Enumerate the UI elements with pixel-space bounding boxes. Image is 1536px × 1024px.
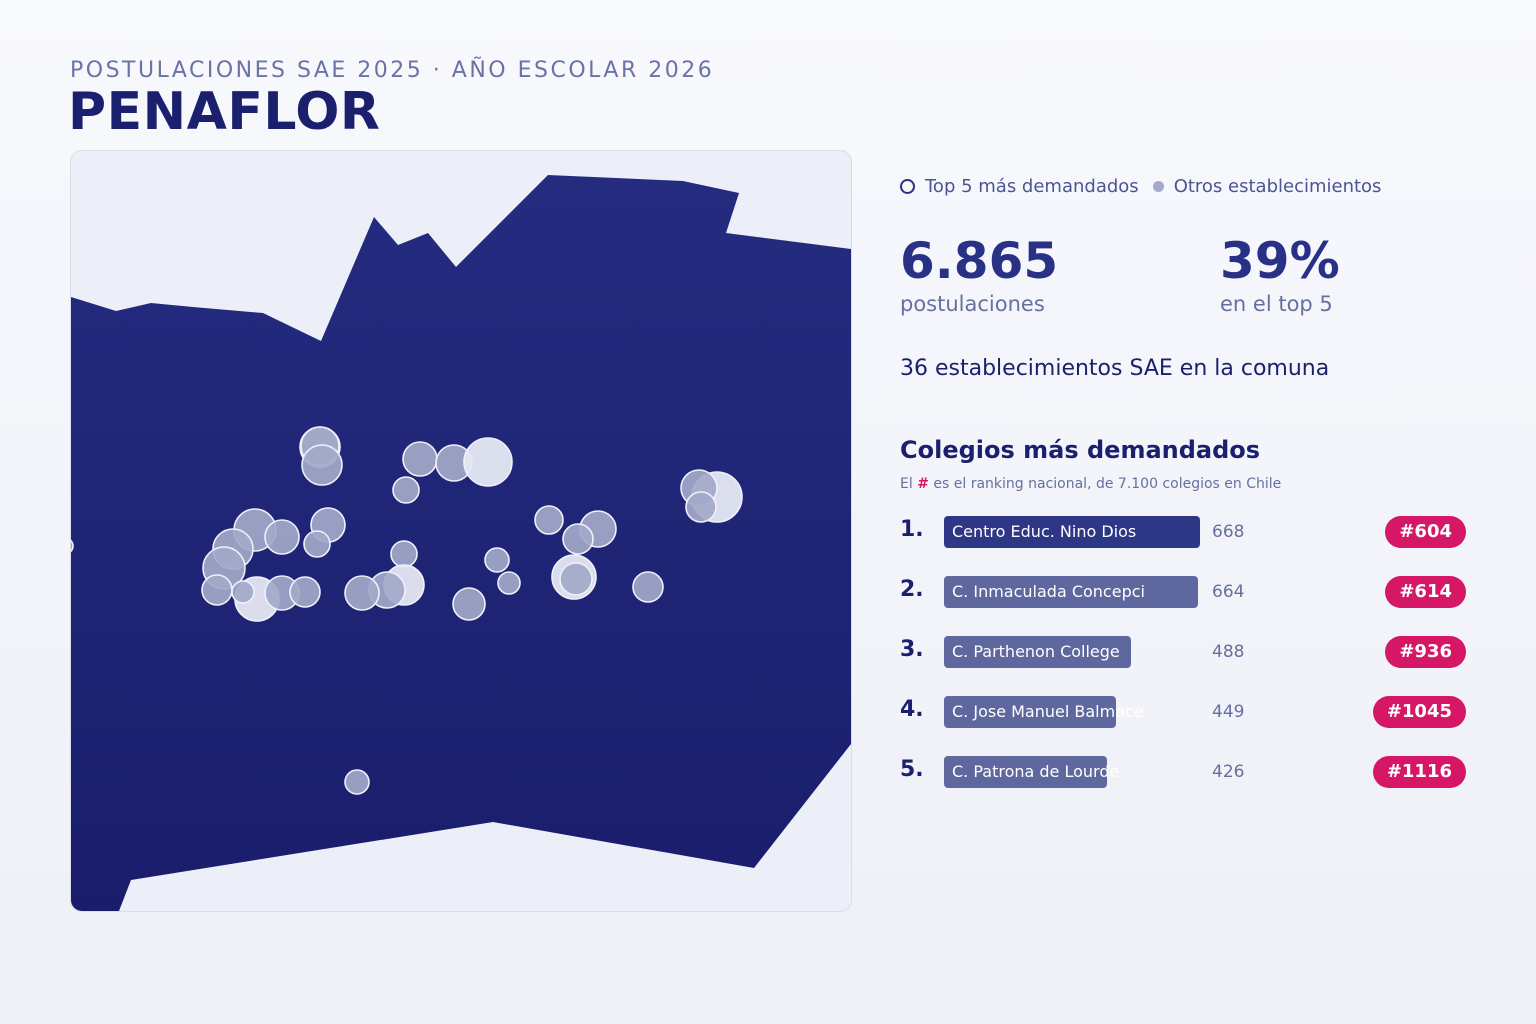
applications-count: 664	[1212, 582, 1245, 602]
applications-count: 668	[1212, 522, 1245, 542]
comuna-boundary	[71, 175, 851, 911]
school-marker[interactable]	[484, 547, 510, 573]
school-marker[interactable]	[264, 519, 300, 555]
rank-number: 1.	[900, 517, 924, 542]
school-marker[interactable]	[303, 530, 331, 558]
school-name: Centro Educ. Nino Dios	[952, 522, 1137, 541]
legend-top5-label: Top 5 más demandados	[925, 175, 1139, 197]
school-marker[interactable]	[71, 538, 74, 554]
national-rank-badge: #1045	[1372, 696, 1466, 728]
national-rank-badge: #614	[1385, 576, 1466, 608]
top5-ring-icon	[900, 178, 915, 194]
legend-others-label: Otros establecimientos	[1173, 175, 1382, 197]
school-name: C. Parthenon College	[952, 642, 1120, 661]
map-svg[interactable]	[71, 151, 851, 911]
school-marker[interactable]	[452, 587, 486, 621]
school-marker[interactable]	[301, 444, 343, 486]
ranking-note-hash: #	[917, 476, 929, 492]
rank-bar	[944, 516, 1200, 548]
rank-bar	[944, 576, 1198, 608]
top5-school-marker[interactable]	[463, 437, 513, 487]
top5-share-value: 39%	[1220, 232, 1340, 290]
school-marker[interactable]	[344, 575, 380, 611]
rank-number: 5.	[900, 757, 924, 782]
rank-number: 3.	[900, 637, 924, 662]
rank-bar	[944, 636, 1131, 668]
page-title: PENAFLOR	[68, 82, 381, 142]
school-marker[interactable]	[534, 505, 564, 535]
school-marker[interactable]	[559, 562, 593, 596]
rank-bar	[944, 756, 1107, 788]
school-marker[interactable]	[390, 540, 418, 568]
rank-number: 4.	[900, 697, 924, 722]
ranking-title: Colegios más demandados	[900, 436, 1261, 464]
top5-share-label: en el top 5	[1220, 292, 1333, 316]
school-marker[interactable]	[685, 491, 717, 523]
national-rank-badge: #604	[1385, 516, 1466, 548]
others-dot-icon	[1152, 180, 1164, 192]
ranking-row-5[interactable]: 5. C. Patrona de Lourde 426 #1116	[900, 755, 1466, 789]
school-markers-layer	[71, 426, 743, 795]
national-rank-badge: #1116	[1372, 756, 1466, 788]
header-subtitle: POSTULACIONES SAE 2025 · AÑO ESCOLAR 202…	[70, 58, 715, 83]
school-name: C. Patrona de Lourde	[952, 762, 1120, 781]
school-marker[interactable]	[201, 574, 233, 606]
ranking-note-prefix: El	[900, 476, 913, 492]
applications-count: 449	[1212, 702, 1245, 722]
school-marker[interactable]	[289, 576, 321, 608]
school-marker[interactable]	[402, 441, 438, 477]
rank-bar	[944, 696, 1116, 728]
ranking-row-3[interactable]: 3. C. Parthenon College 488 #936	[900, 635, 1466, 669]
rank-number: 2.	[900, 577, 924, 602]
map-legend: Top 5 más demandados Otros establecimien…	[900, 174, 1381, 198]
ranking-row-4[interactable]: 4. C. Jose Manuel Balmace 449 #1045	[900, 695, 1466, 729]
applications-count: 488	[1212, 642, 1245, 662]
school-marker[interactable]	[344, 769, 370, 795]
map-panel[interactable]	[70, 150, 852, 912]
establishments-count: 36 establecimientos SAE en la comuna	[900, 356, 1330, 381]
applications-count: 426	[1212, 762, 1245, 782]
school-marker[interactable]	[392, 476, 420, 504]
ranking-note: El # es el ranking nacional, de 7.100 co…	[900, 476, 1281, 492]
ranking-note-suffix: es el ranking nacional, de 7.100 colegio…	[933, 476, 1282, 492]
ranking-row-2[interactable]: 2. C. Inmaculada Concepci 664 #614	[900, 575, 1466, 609]
applications-value: 6.865	[900, 232, 1059, 290]
school-marker[interactable]	[632, 571, 664, 603]
school-name: C. Inmaculada Concepci	[952, 582, 1145, 601]
ranking-row-1[interactable]: 1. Centro Educ. Nino Dios 668 #604	[900, 515, 1466, 549]
national-rank-badge: #936	[1385, 636, 1466, 668]
school-name: C. Jose Manuel Balmace	[952, 702, 1144, 721]
school-marker[interactable]	[231, 580, 255, 604]
school-marker[interactable]	[562, 523, 594, 555]
applications-label: postulaciones	[900, 292, 1045, 316]
school-marker[interactable]	[497, 571, 521, 595]
